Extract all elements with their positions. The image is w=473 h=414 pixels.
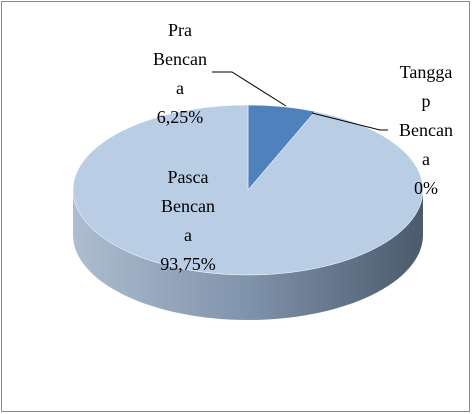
category-label: Pasca Bencana: [161, 167, 215, 245]
category-label: Tanggap Bencana: [399, 62, 453, 169]
value-label: 0%: [414, 178, 438, 198]
pie: [72, 71, 424, 320]
data-label: Pra Bencana 6,25%: [150, 16, 210, 132]
value-label: 93,75%: [160, 254, 216, 274]
data-label: Tanggap Bencana 0%: [396, 58, 456, 203]
leader-line: [212, 71, 287, 107]
pie-side: [73, 190, 423, 320]
pie-slice: [72, 104, 424, 276]
leader-line: [311, 112, 388, 131]
category-label: Pra Bencana: [153, 20, 207, 98]
value-label: 6,25%: [156, 107, 204, 127]
data-label: Pasca Bencana 93,75%: [158, 163, 218, 279]
